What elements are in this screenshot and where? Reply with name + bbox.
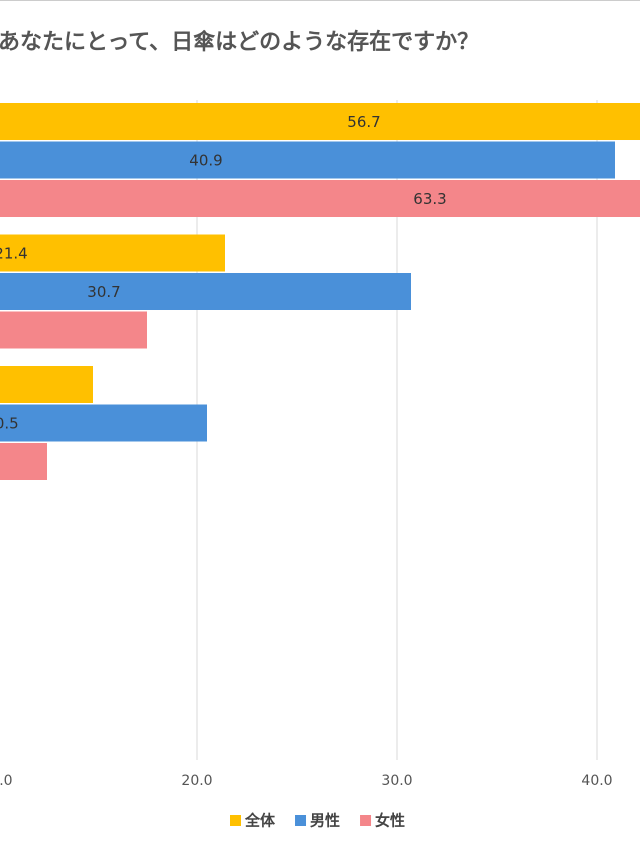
bar <box>0 366 93 403</box>
bar <box>0 443 47 480</box>
data-label: 20.5 <box>0 415 19 433</box>
x-tick-label: 20.0 <box>181 773 212 789</box>
legend-label: 男性 <box>310 812 340 830</box>
bar <box>0 180 640 217</box>
x-tick-label: 40.0 <box>581 773 612 789</box>
bar <box>0 234 225 272</box>
legend-label: 女性 <box>375 812 405 830</box>
data-label: 40.9 <box>189 152 222 170</box>
bar <box>0 311 147 349</box>
x-tick-label: 30.0 <box>381 773 412 789</box>
bar <box>0 141 615 179</box>
bar <box>0 103 640 140</box>
legend-swatch <box>295 815 307 826</box>
legend-label: 全体 <box>244 812 276 830</box>
data-label: 21.4 <box>0 245 28 263</box>
bar <box>0 404 207 442</box>
x-tick-label: 10.0 <box>0 773 13 789</box>
chart-title: あなたにとって、日傘はどのような存在ですか？ <box>0 29 479 55</box>
data-label: 56.7 <box>347 113 380 131</box>
legend-swatch <box>230 815 241 826</box>
data-label: 30.7 <box>87 283 120 301</box>
bar <box>0 273 411 310</box>
legend-swatch <box>360 815 372 826</box>
data-label: 63.3 <box>413 190 446 208</box>
